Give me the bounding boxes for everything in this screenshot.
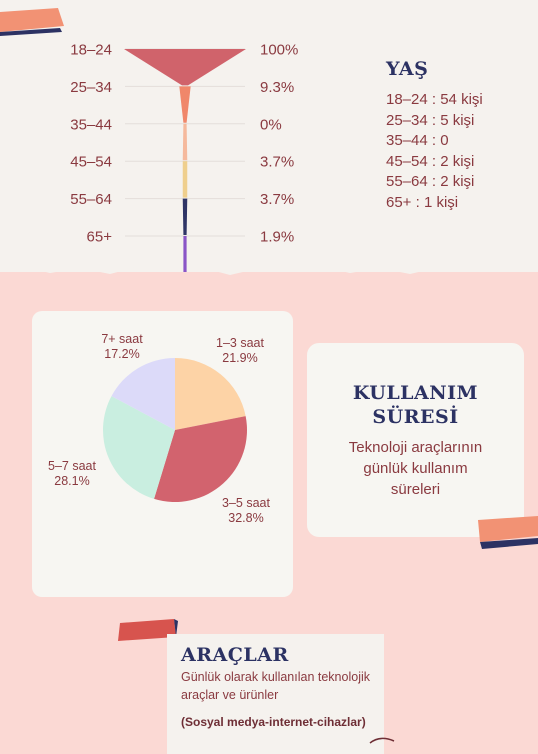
usage-desc-line: günlük kullanım (363, 460, 468, 477)
age-line: 65+ : 1 kişi (386, 193, 459, 211)
usage-title-line: KULLANIM (352, 382, 479, 404)
pie-slice-label: 1–3 saat (216, 336, 264, 350)
funnel-value-label: 0% (260, 116, 282, 133)
pie-slice (175, 358, 246, 430)
pie-slice-percent: 21.9% (222, 351, 257, 365)
age-line: 45–54 : 2 kişi (386, 152, 475, 170)
usage-pie-card: 1–3 saat 21.9% 3–5 saat 32.8% 5–7 saat 28.1% 7… (32, 311, 293, 597)
pie-slice-percent: 17.2% (104, 347, 139, 361)
usage-desc-line: süreleri (390, 481, 441, 498)
pie-slice-percent: 28.1% (54, 474, 89, 488)
tools-note: (Sosyal medya-internet-cihazlar) (181, 715, 366, 729)
usage-title: KULLANIM SÜRESİ (307, 381, 524, 429)
usage-desc-line: Teknoloji araçlarının (348, 439, 483, 456)
pie-slice-label: 7+ saat (101, 332, 143, 346)
funnel-segment (182, 198, 188, 235)
funnel-value-label: 1.9% (260, 229, 294, 246)
funnel-category-label: 55–64 (70, 191, 112, 208)
funnel-segment (182, 161, 188, 198)
tools-title: ARAÇLAR (181, 644, 289, 666)
age-line: 25–34 : 5 kişi (386, 111, 475, 129)
pie-slice (103, 396, 175, 499)
pie-slice-label: 3–5 saat (222, 496, 270, 510)
torn-paper-edge (0, 258, 538, 275)
funnel-category-label: 18–24 (70, 42, 112, 59)
funnel-segment (179, 86, 191, 123)
age-line: 35–44 : 0 (386, 132, 449, 149)
arrow-doodle (369, 737, 395, 744)
funnel-category-label: 65+ (87, 229, 113, 246)
usage-description: Teknoloji araçlarının günlük kullanım sü… (307, 437, 524, 500)
funnel-segment (183, 236, 187, 272)
age-line: 18–24 : 54 kişi (386, 91, 483, 108)
age-funnel-chart: 18–24 25–34 35–44 45–54 55–64 65+ 100% 9.3% 0% 3… (70, 42, 298, 272)
usage-info-card: KULLANIM SÜRESİ Teknoloji araçlarının gü… (307, 343, 524, 537)
funnel-value-label: 3.7% (260, 191, 294, 208)
age-summary: YAŞ 18–24 : 54 kişi 25–34 : 5 kişi 35–44… (386, 58, 536, 213)
usage-title-line: SÜRESİ (372, 406, 459, 428)
funnel-category-label: 35–44 (70, 116, 112, 133)
funnel-value-label: 100% (260, 42, 298, 59)
age-panel (0, 0, 538, 272)
funnel-value-label: 9.3% (260, 79, 294, 96)
funnel-segment (124, 49, 246, 86)
funnel-segment (182, 123, 188, 161)
tape-tools (118, 619, 178, 641)
tape-right (478, 516, 538, 549)
pie-slice (154, 416, 248, 502)
age-line: 55–64 : 2 kişi (386, 173, 475, 190)
pie-slice (111, 358, 175, 430)
age-title: YAŞ (386, 58, 429, 80)
tape-top-left (0, 8, 64, 36)
funnel-category-label: 45–54 (70, 154, 112, 171)
tools-card: ARAÇLAR Günlük olarak kullanılan teknolo… (167, 634, 384, 754)
funnel-value-label: 3.7% (260, 154, 294, 171)
tools-description: Günlük olarak kullanılan teknolojik araç… (181, 670, 370, 702)
pie-slice-label: 5–7 saat (48, 459, 96, 473)
pie-slice-percent: 32.8% (228, 511, 263, 525)
funnel-category-label: 25–34 (70, 79, 112, 96)
